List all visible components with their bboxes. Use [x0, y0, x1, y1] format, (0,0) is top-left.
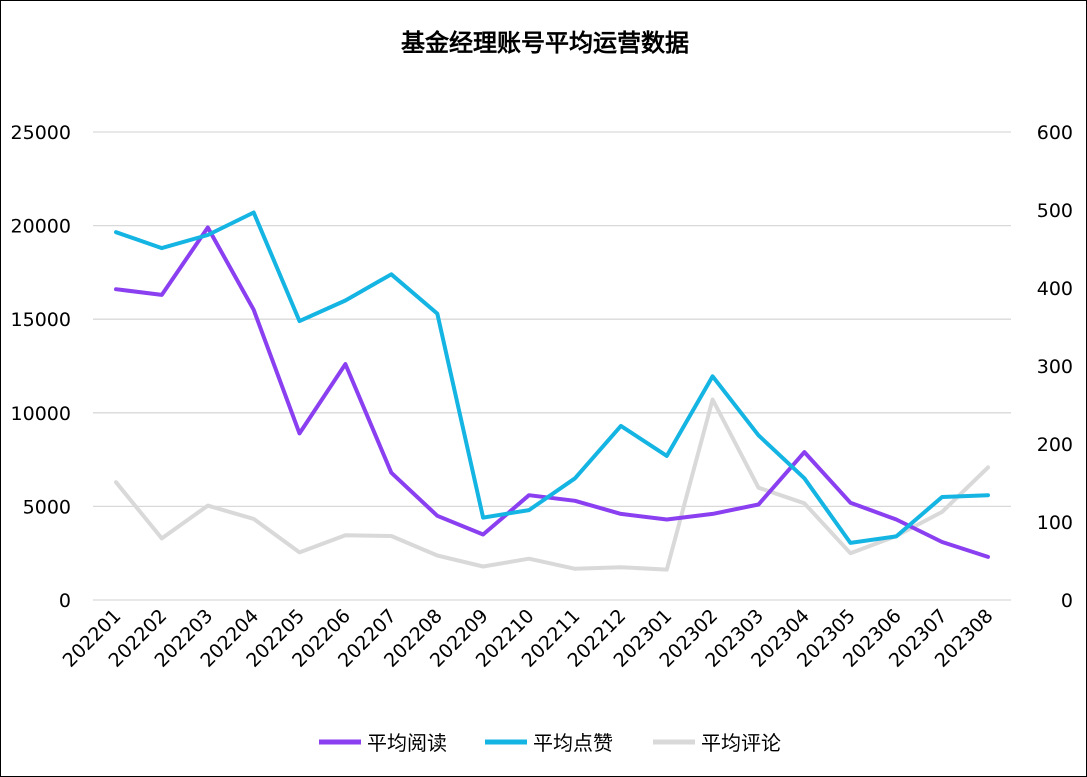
series-line-3 [114, 397, 990, 572]
right-tick-label: 100 [1037, 512, 1073, 534]
series-line-1 [114, 225, 990, 559]
series-line-2 [114, 210, 990, 545]
right-tick-label: 600 [1037, 122, 1073, 144]
left-tick-label: 20000 [11, 216, 71, 238]
right-axis-ticks: 0 100 200 300 400 500 600 [1037, 122, 1073, 612]
legend-label: 平均阅读 [367, 731, 447, 755]
left-tick-label: 25000 [11, 122, 71, 144]
left-tick-label: 10000 [11, 403, 71, 425]
left-tick-label: 15000 [11, 309, 71, 331]
legend: 平均阅读 平均点赞 平均评论 [319, 731, 781, 755]
gridlines [93, 131, 1011, 601]
x-axis-ticks: 2022012022022022032022042022052022062022… [59, 605, 998, 672]
left-tick-label: 5000 [23, 496, 71, 518]
series-lines [114, 210, 990, 572]
right-tick-label: 200 [1037, 434, 1073, 456]
legend-label: 平均点赞 [533, 731, 613, 755]
right-tick-label: 500 [1037, 200, 1073, 222]
left-axis-ticks: 0 5000 10000 15000 20000 25000 [11, 122, 71, 612]
left-tick-label: 0 [59, 590, 71, 612]
legend-label: 平均评论 [701, 731, 781, 755]
right-tick-label: 400 [1037, 278, 1073, 300]
right-tick-label: 0 [1061, 590, 1073, 612]
chart-title: 基金经理账号平均运营数据 [401, 29, 689, 57]
right-tick-label: 300 [1037, 356, 1073, 378]
